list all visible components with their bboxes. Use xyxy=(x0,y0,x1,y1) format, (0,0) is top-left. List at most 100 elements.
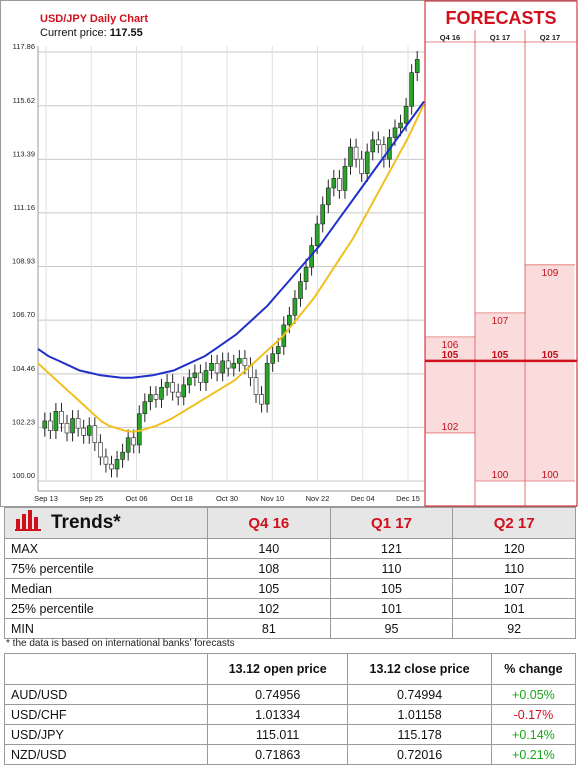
x-tick-label: Oct 06 xyxy=(125,494,147,503)
close-price: 1.01158 xyxy=(347,704,492,725)
trends-row: 25% percentile 102 101 101 xyxy=(4,598,576,619)
cell-value: 95 xyxy=(329,618,454,639)
candle-body xyxy=(376,139,381,146)
candle-body xyxy=(287,314,292,326)
x-tick-label: Sep 25 xyxy=(79,494,103,503)
candle-body xyxy=(203,370,209,383)
moving-average-slow xyxy=(37,100,425,379)
candle-body xyxy=(198,372,203,383)
candle-body xyxy=(237,358,242,364)
changes-row: AUD/USD 0.74956 0.74994 +0.05% xyxy=(4,684,577,705)
row-label: 75% percentile xyxy=(4,558,208,579)
row-label: 25% percentile xyxy=(4,598,208,619)
candle-body xyxy=(81,427,86,436)
x-tick-label: Sep 13 xyxy=(34,494,58,503)
changes-row: NZD/USD 0.71863 0.72016 +0.21% xyxy=(4,744,577,765)
forecast-max-label: 107 xyxy=(492,316,509,327)
cell-value: 110 xyxy=(329,558,454,579)
candle-body xyxy=(120,451,125,460)
col-close-price: 13.12 close price xyxy=(347,653,492,685)
candle-body xyxy=(181,384,187,398)
forecasts-title: FORECASTS xyxy=(445,8,557,28)
candle-body xyxy=(53,411,59,431)
candle-body xyxy=(220,360,225,374)
candle-body xyxy=(264,363,270,405)
cell-value: 101 xyxy=(329,598,454,619)
close-price: 0.72016 xyxy=(347,744,492,765)
candle-body xyxy=(114,459,120,470)
candle-body xyxy=(314,223,320,246)
candle-body xyxy=(64,423,70,434)
candle-body xyxy=(275,346,281,354)
forecast-min-label: 100 xyxy=(492,470,509,481)
candle-body xyxy=(192,372,198,379)
y-tick-label: 102.23 xyxy=(12,417,35,426)
candle-body xyxy=(403,105,409,124)
candle-body xyxy=(259,394,264,405)
candle-body xyxy=(392,127,398,138)
cell-value: 105 xyxy=(329,578,454,599)
candle-body xyxy=(59,411,64,424)
row-label: MAX xyxy=(4,538,208,559)
y-tick-label: 113.39 xyxy=(13,149,35,158)
row-label: Median xyxy=(4,578,208,599)
forecast-min-label: 102 xyxy=(442,422,459,433)
x-tick-label: Oct 30 xyxy=(216,494,238,503)
forecast-median-label: 105 xyxy=(442,350,459,361)
candle-body xyxy=(48,420,53,431)
candle-body xyxy=(92,425,98,443)
cell-value: 81 xyxy=(207,618,331,639)
forecast-median-label: 105 xyxy=(542,350,559,361)
cell-value: 110 xyxy=(452,558,576,579)
changes-corner-cell xyxy=(4,653,208,685)
candle-body xyxy=(225,360,231,369)
candle-body xyxy=(359,158,364,174)
trends-row: MIN 81 95 92 xyxy=(4,618,576,639)
y-tick-label: 104.46 xyxy=(12,364,35,373)
candle-body xyxy=(175,391,181,398)
candle-body xyxy=(109,463,114,470)
open-price: 115.011 xyxy=(206,724,349,745)
candle-body xyxy=(70,418,75,434)
pair-label: AUD/USD xyxy=(4,684,208,705)
x-tick-label: Dec 15 xyxy=(396,494,420,503)
cell-value: 107 xyxy=(452,578,576,599)
candle-body xyxy=(125,437,131,453)
candle-body xyxy=(242,358,248,367)
cell-value: 105 xyxy=(207,578,331,599)
close-price: 115.178 xyxy=(347,724,492,745)
y-tick-label: 108.93 xyxy=(12,257,35,266)
current-price-label: Current price: xyxy=(40,27,107,39)
x-tick-label: Dec 04 xyxy=(351,494,375,503)
candle-body xyxy=(337,178,342,191)
trends-table: Trends* Q4 16 Q1 17 Q2 17 MAX 140 121 120 7… xyxy=(4,507,576,639)
candle-body xyxy=(153,394,159,400)
col-open-price: 13.12 open price xyxy=(206,653,349,685)
candle-body xyxy=(187,377,192,386)
candle-body xyxy=(142,401,148,415)
y-tick-label: 115.62 xyxy=(13,96,35,105)
trends-col-q2-17: Q2 17 xyxy=(452,507,576,539)
candle-body xyxy=(159,387,164,400)
trends-row: Median 105 105 107 xyxy=(4,578,576,599)
candle-body xyxy=(164,382,170,388)
candle-body xyxy=(342,166,348,191)
chart-title: USD/JPY Daily Chart xyxy=(40,13,149,25)
candle-body xyxy=(214,363,220,374)
current-price-value: 117.55 xyxy=(109,27,143,39)
moving-average-fast xyxy=(37,103,425,433)
trends-row: 75% percentile 108 110 110 xyxy=(4,558,576,579)
open-price: 0.71863 xyxy=(206,744,349,765)
trends-header-row: Trends* Q4 16 Q1 17 Q2 17 xyxy=(4,507,576,539)
cell-value: 102 xyxy=(207,598,331,619)
cell-value: 92 xyxy=(452,618,576,639)
cell-value: 101 xyxy=(452,598,576,619)
forecast-col-header: Q1 17 xyxy=(490,33,510,42)
y-tick-label: 111.16 xyxy=(13,203,35,212)
forecast-col-header: Q4 16 xyxy=(440,33,460,42)
forecast-median-label: 105 xyxy=(492,350,509,361)
forecast-min-label: 100 xyxy=(542,470,559,481)
forecast-col-header: Q2 17 xyxy=(540,33,560,42)
candle-body xyxy=(409,72,414,107)
forecast-max-label: 109 xyxy=(542,268,559,279)
